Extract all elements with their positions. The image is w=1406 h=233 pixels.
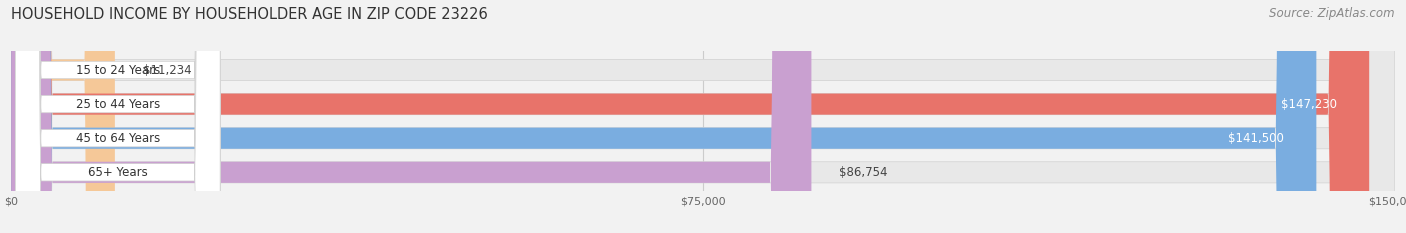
FancyBboxPatch shape — [15, 0, 221, 233]
Text: 45 to 64 Years: 45 to 64 Years — [76, 132, 160, 145]
Text: $141,500: $141,500 — [1229, 132, 1284, 145]
Text: 15 to 24 Years: 15 to 24 Years — [76, 64, 160, 76]
Text: $11,234: $11,234 — [142, 64, 191, 76]
FancyBboxPatch shape — [11, 0, 1395, 233]
FancyBboxPatch shape — [11, 0, 1316, 233]
Text: HOUSEHOLD INCOME BY HOUSEHOLDER AGE IN ZIP CODE 23226: HOUSEHOLD INCOME BY HOUSEHOLDER AGE IN Z… — [11, 7, 488, 22]
FancyBboxPatch shape — [15, 0, 221, 233]
FancyBboxPatch shape — [11, 0, 115, 233]
Text: $86,754: $86,754 — [839, 166, 887, 179]
FancyBboxPatch shape — [11, 0, 1369, 233]
FancyBboxPatch shape — [11, 0, 1395, 233]
FancyBboxPatch shape — [15, 0, 221, 233]
FancyBboxPatch shape — [15, 0, 221, 233]
Text: Source: ZipAtlas.com: Source: ZipAtlas.com — [1270, 7, 1395, 20]
FancyBboxPatch shape — [11, 0, 1395, 233]
Text: $147,230: $147,230 — [1281, 98, 1337, 111]
Text: 65+ Years: 65+ Years — [89, 166, 148, 179]
FancyBboxPatch shape — [11, 0, 811, 233]
Text: 25 to 44 Years: 25 to 44 Years — [76, 98, 160, 111]
FancyBboxPatch shape — [11, 0, 1395, 233]
